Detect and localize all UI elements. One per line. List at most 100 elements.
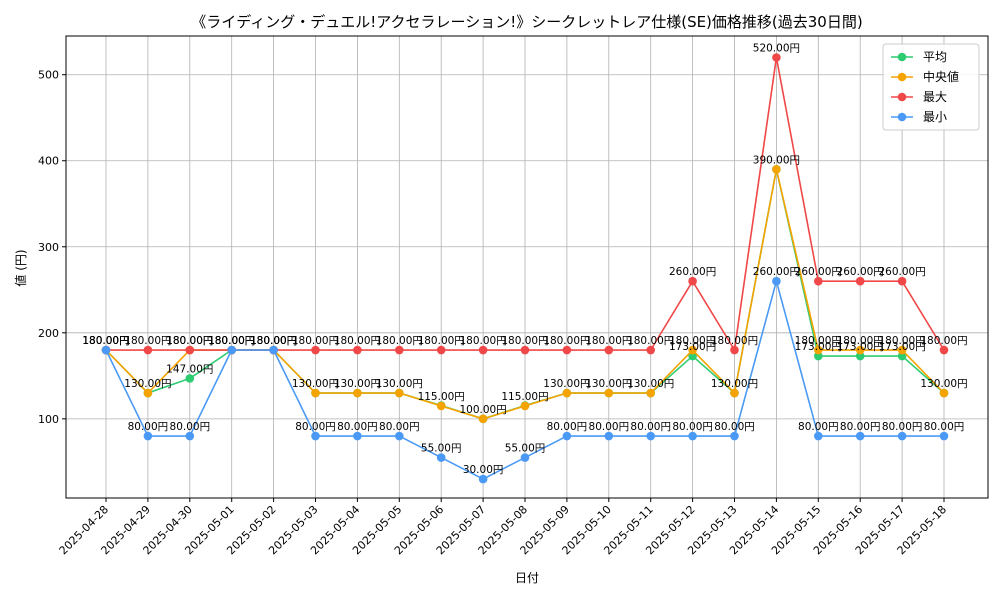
data-label: 180.00円	[543, 335, 590, 347]
data-label: 80.00円	[379, 421, 420, 433]
data-point	[520, 453, 530, 462]
legend-swatch-marker	[897, 52, 907, 62]
data-point	[939, 388, 949, 398]
data-point	[814, 431, 823, 441]
data-label: 180.00円	[376, 335, 423, 347]
data-label: 55.00円	[505, 443, 546, 455]
chart-title: 《ライディング・デュエル!アクセラレーション!》シークレットレア仕様(SE)価格…	[191, 13, 862, 31]
data-point	[646, 345, 655, 355]
data-label: 180.00円	[208, 335, 255, 347]
data-label: 173.00円	[669, 341, 716, 353]
data-label: 180.00円	[166, 335, 213, 347]
data-label: 115.00円	[418, 391, 465, 403]
data-point	[562, 431, 572, 441]
data-label: 147.00円	[166, 363, 213, 375]
data-label: 260.00円	[669, 266, 716, 278]
data-label: 260.00円	[795, 266, 842, 278]
data-point	[855, 431, 865, 441]
data-point	[855, 276, 865, 286]
data-label: 260.00円	[753, 266, 800, 278]
data-label: 180.00円	[82, 335, 129, 347]
data-point	[143, 345, 153, 355]
data-point	[185, 345, 195, 355]
data-label: 180.00円	[711, 335, 758, 347]
data-label: 180.00円	[208, 335, 255, 347]
series-lines	[101, 53, 949, 484]
data-label: 130.00円	[920, 378, 967, 390]
data-label: 260.00円	[878, 266, 925, 278]
data-point	[814, 276, 823, 286]
legend-label: 最小	[923, 110, 947, 124]
data-point	[185, 374, 195, 383]
data-point	[269, 345, 278, 355]
plot-frame	[65, 35, 989, 499]
data-point	[311, 345, 320, 355]
data-label: 115.00円	[501, 391, 548, 403]
data-label: 55.00円	[421, 443, 462, 455]
y-tick-label: 200	[38, 327, 59, 340]
data-label: 173.00円	[837, 341, 884, 353]
data-label: 173.00円	[795, 341, 842, 353]
legend-box	[882, 43, 980, 131]
data-point	[688, 351, 697, 361]
data-point	[143, 431, 153, 441]
data-label: 130.00円	[376, 378, 423, 390]
data-point	[143, 388, 153, 398]
data-point	[353, 431, 362, 441]
data-point	[772, 276, 781, 286]
data-label: 130.00円	[585, 378, 632, 390]
data-label: 80.00円	[630, 421, 671, 433]
data-label: 80.00円	[798, 421, 839, 433]
data-label: 180.00円	[82, 335, 129, 347]
data-label: 180.00円	[208, 335, 255, 347]
data-label: 80.00円	[714, 421, 755, 433]
data-point	[897, 351, 907, 361]
data-point	[185, 431, 195, 441]
data-label: 180.00円	[669, 335, 716, 347]
data-label: 180.00円	[166, 335, 213, 347]
data-label: 80.00円	[170, 421, 211, 433]
data-label: 180.00円	[250, 335, 297, 347]
data-point	[646, 388, 655, 398]
data-point	[897, 431, 907, 441]
data-point	[855, 351, 865, 361]
data-point	[478, 474, 488, 484]
data-point	[730, 431, 739, 441]
data-point	[436, 345, 446, 355]
data-point	[353, 388, 362, 398]
legend-swatch-marker	[897, 112, 907, 122]
x-axis-label: 日付	[515, 571, 539, 585]
data-point	[939, 345, 949, 355]
data-point	[395, 345, 404, 355]
data-label: 130.00円	[292, 378, 339, 390]
data-point	[311, 431, 320, 441]
data-label: 173.00円	[878, 341, 925, 353]
legend-label: 平均	[923, 50, 947, 64]
data-point	[814, 345, 823, 355]
data-point	[772, 53, 781, 62]
data-label: 130.00円	[543, 378, 590, 390]
data-label: 80.00円	[840, 421, 881, 433]
data-point	[436, 401, 446, 411]
data-point	[688, 276, 697, 286]
data-label: 180.00円	[878, 335, 925, 347]
data-point	[814, 351, 823, 361]
data-label: 180.00円	[795, 335, 842, 347]
data-label: 80.00円	[924, 421, 965, 433]
data-point	[688, 431, 697, 441]
data-point	[897, 345, 907, 355]
data-point	[436, 453, 446, 462]
grid	[66, 36, 988, 498]
data-label: 180.00円	[250, 335, 297, 347]
legend-swatch-marker	[897, 72, 907, 82]
data-point	[646, 431, 655, 441]
data-point	[772, 165, 781, 174]
data-point	[730, 388, 739, 398]
data-point	[604, 388, 614, 398]
data-point	[520, 345, 530, 355]
legend-label: 中央値	[923, 69, 959, 84]
data-label: 80.00円	[547, 421, 588, 433]
